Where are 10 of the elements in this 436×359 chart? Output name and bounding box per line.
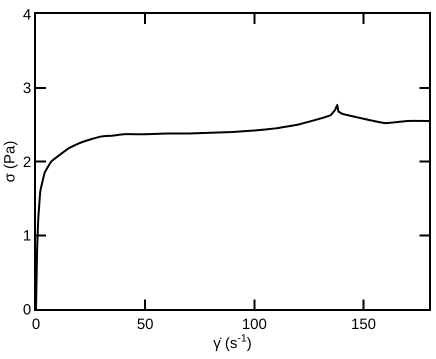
- x-axis-title: γ̇ (s$^{-1}$): [213, 332, 252, 352]
- y-axis-title: σ (Pa): [2, 140, 19, 182]
- x-tick-label: 150: [350, 316, 376, 333]
- y-tick-label: 3: [22, 80, 32, 97]
- x-tick-label: 100: [242, 316, 267, 333]
- y-tick-label: 2: [22, 154, 32, 171]
- x-tick-label: 50: [136, 316, 154, 333]
- y-tick-label: 4: [22, 6, 32, 24]
- y-tick-label: 1: [22, 228, 32, 244]
- y-tick-label: 0: [22, 301, 32, 318]
